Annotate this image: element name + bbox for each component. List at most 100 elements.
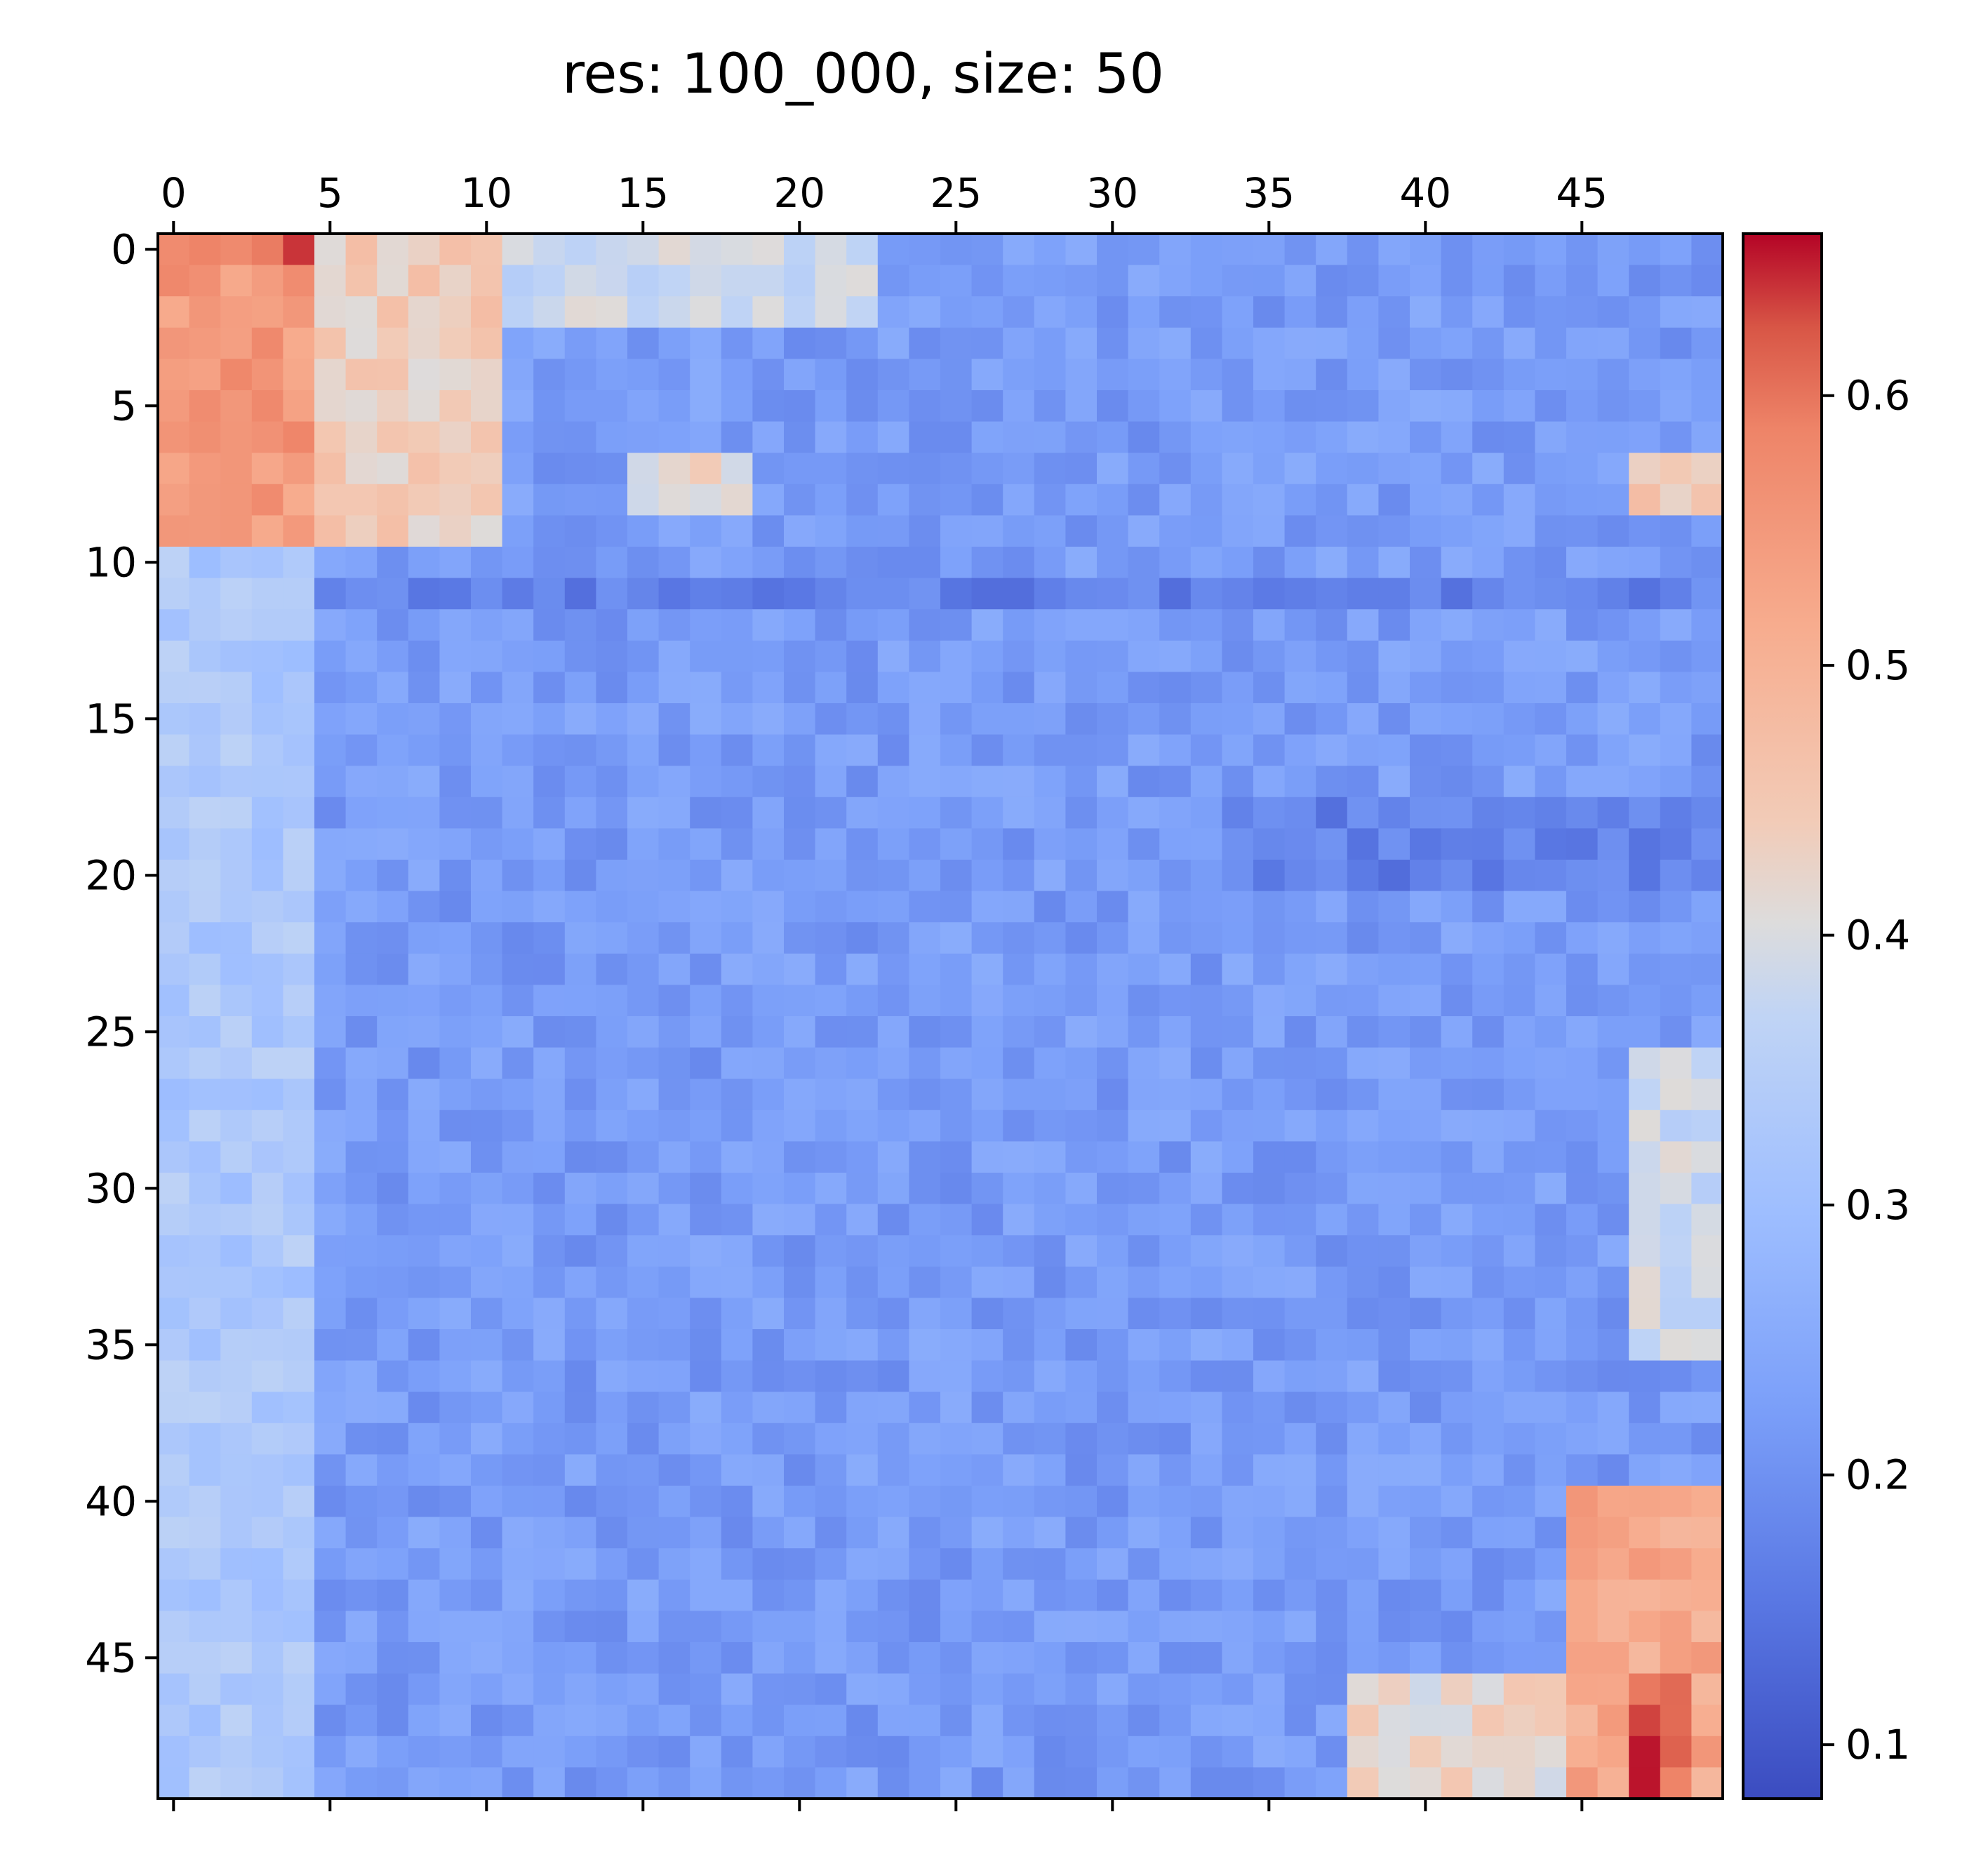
heatmap-cell bbox=[1222, 484, 1254, 516]
heatmap-cell bbox=[1535, 484, 1567, 516]
heatmap-cell bbox=[1003, 1548, 1035, 1580]
heatmap-cell bbox=[471, 734, 503, 766]
heatmap-cell bbox=[533, 985, 566, 1017]
heatmap-cell bbox=[158, 953, 190, 985]
heatmap-cell bbox=[314, 1767, 347, 1799]
heatmap-cell bbox=[1222, 766, 1254, 798]
heatmap-cell bbox=[314, 1266, 347, 1298]
heatmap-cell bbox=[940, 953, 973, 985]
heatmap-cell bbox=[1535, 953, 1567, 985]
heatmap-cell bbox=[1284, 1141, 1316, 1173]
heatmap-cell bbox=[1566, 1767, 1599, 1799]
heatmap-cell bbox=[877, 359, 909, 391]
heatmap-cell bbox=[877, 1266, 909, 1298]
heatmap-cell bbox=[1128, 953, 1160, 985]
heatmap-cell bbox=[471, 766, 503, 798]
heatmap-cell bbox=[596, 703, 628, 735]
heatmap-cell bbox=[596, 828, 628, 860]
heatmap-cell bbox=[251, 1611, 283, 1643]
heatmap-cell bbox=[502, 390, 534, 422]
heatmap-cell bbox=[220, 609, 253, 641]
heatmap-cell bbox=[1503, 1204, 1535, 1236]
heatmap-cell bbox=[690, 891, 722, 923]
heatmap-cell bbox=[877, 1016, 909, 1048]
heatmap-cell bbox=[1128, 1141, 1160, 1173]
heatmap-cell bbox=[784, 1486, 816, 1518]
heatmap-cell bbox=[220, 1360, 253, 1392]
heatmap-cell bbox=[971, 891, 1003, 923]
heatmap-cell bbox=[1597, 1204, 1629, 1236]
heatmap-cell bbox=[345, 922, 378, 954]
heatmap-cell bbox=[1660, 1548, 1692, 1580]
heatmap-cell bbox=[471, 1423, 503, 1455]
heatmap-cell bbox=[189, 1705, 221, 1737]
heatmap-cell bbox=[1284, 1047, 1316, 1079]
heatmap-cell bbox=[471, 234, 503, 266]
heatmap-cell bbox=[1003, 453, 1035, 485]
heatmap-cell bbox=[784, 1673, 816, 1705]
heatmap-cell bbox=[1566, 421, 1599, 453]
heatmap-cell bbox=[1003, 734, 1035, 766]
heatmap-cell bbox=[658, 1047, 691, 1079]
heatmap-cell bbox=[439, 578, 472, 610]
heatmap-cell bbox=[314, 359, 347, 391]
heatmap-cell bbox=[1065, 609, 1098, 641]
heatmap-cell bbox=[1190, 734, 1222, 766]
heatmap-cell bbox=[1566, 1266, 1599, 1298]
heatmap-cell bbox=[1503, 734, 1535, 766]
heatmap-cell bbox=[439, 1235, 472, 1267]
heatmap-cell bbox=[1190, 1736, 1222, 1768]
heatmap-cell bbox=[345, 1266, 378, 1298]
heatmap-cell bbox=[1034, 860, 1066, 892]
heatmap-cell bbox=[158, 1016, 190, 1048]
heatmap-cell bbox=[846, 1173, 879, 1205]
heatmap-cell bbox=[846, 703, 879, 735]
heatmap-cell bbox=[408, 1204, 440, 1236]
heatmap-cell bbox=[220, 484, 253, 516]
heatmap-cell bbox=[408, 891, 440, 923]
heatmap-cell bbox=[251, 327, 283, 359]
heatmap-cell bbox=[752, 640, 785, 672]
heatmap-cell bbox=[158, 797, 190, 829]
heatmap-cell bbox=[658, 265, 691, 297]
heatmap-cell bbox=[1190, 797, 1222, 829]
heatmap-cell bbox=[940, 1736, 973, 1768]
heatmap-cell bbox=[658, 359, 691, 391]
heatmap-cell bbox=[909, 327, 941, 359]
heatmap-cell bbox=[1034, 1705, 1066, 1737]
heatmap-cell bbox=[1378, 672, 1410, 704]
heatmap-cell bbox=[1660, 515, 1692, 547]
heatmap-cell bbox=[1629, 1736, 1661, 1768]
heatmap-cell bbox=[1597, 1486, 1629, 1518]
heatmap-cell bbox=[1629, 1235, 1661, 1267]
heatmap-cell bbox=[439, 484, 472, 516]
heatmap-cell bbox=[1003, 1141, 1035, 1173]
heatmap-cell bbox=[1691, 421, 1723, 453]
heatmap-cell bbox=[345, 1673, 378, 1705]
heatmap-cell bbox=[721, 953, 753, 985]
heatmap-cell bbox=[408, 1298, 440, 1330]
heatmap-cell bbox=[533, 734, 566, 766]
heatmap-cell bbox=[752, 1423, 785, 1455]
heatmap-cell bbox=[1691, 953, 1723, 985]
heatmap-cell bbox=[1378, 547, 1410, 579]
heatmap-cell bbox=[1190, 484, 1222, 516]
heatmap-cell bbox=[690, 234, 722, 266]
heatmap-cell bbox=[627, 953, 660, 985]
heatmap-cell bbox=[721, 985, 753, 1017]
heatmap-cell bbox=[1410, 1173, 1442, 1205]
heatmap-cell bbox=[1691, 1611, 1723, 1643]
heatmap-cell bbox=[220, 1611, 253, 1643]
heatmap-cell bbox=[909, 1642, 941, 1674]
heatmap-cell bbox=[502, 1673, 534, 1705]
heatmap-cell bbox=[1253, 1392, 1286, 1424]
heatmap-cell bbox=[439, 1454, 472, 1486]
heatmap-cell bbox=[1503, 296, 1535, 328]
heatmap-cell bbox=[283, 1141, 315, 1173]
heatmap-cell bbox=[1597, 421, 1629, 453]
heatmap-cell bbox=[220, 1548, 253, 1580]
heatmap-cell bbox=[596, 1016, 628, 1048]
heatmap-cell bbox=[1441, 766, 1473, 798]
x-tick-label: 30 bbox=[1086, 169, 1138, 217]
heatmap-cell bbox=[596, 1517, 628, 1549]
